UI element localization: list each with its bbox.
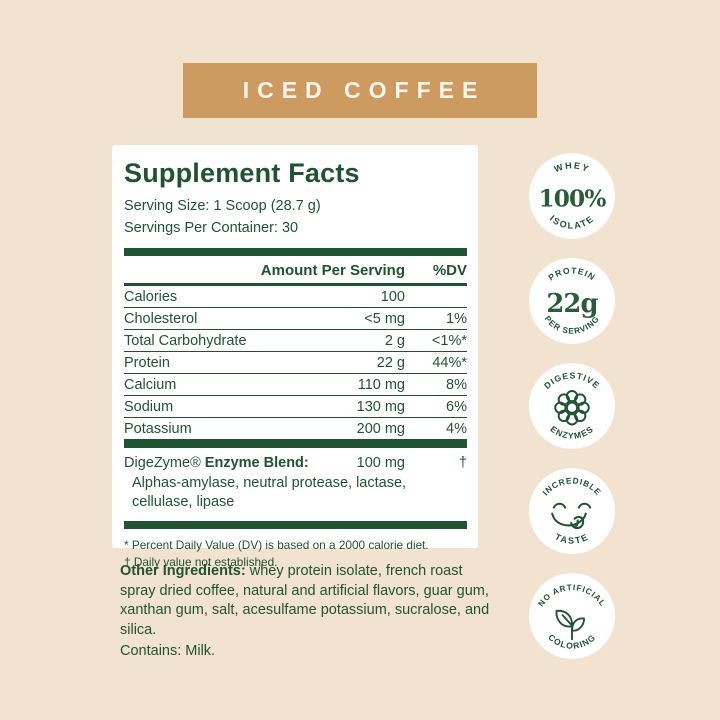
header-rule — [124, 283, 467, 286]
nutrient-dv: <1%* — [431, 333, 467, 349]
badge-top-label: WHEY — [553, 160, 590, 174]
table-row: Total Carbohydrate 2 g <1%* — [124, 330, 467, 352]
flavor-banner: ICED COFFEE — [183, 63, 537, 118]
nutrient-label: Cholesterol — [124, 311, 198, 327]
badge-bottom-label: TASTE — [553, 531, 589, 545]
nutrient-amount: 110 mg — [357, 377, 405, 393]
allergen-statement: Contains: Milk. — [120, 643, 216, 659]
nutrient-label: Calories — [124, 289, 178, 305]
footnote-dv: * Percent Daily Value (DV) is based on a… — [124, 538, 429, 552]
nutrient-amount: 130 mg — [356, 399, 405, 415]
nutrient-amount: 2 g — [384, 333, 405, 349]
nutrient-amount: 200 mg — [356, 421, 405, 437]
blend-name: DigeZyme® Enzyme Blend: — [124, 455, 310, 471]
svg-text:TASTE: TASTE — [553, 531, 590, 545]
nutrient-amount: <5 mg — [364, 311, 405, 327]
footnote-dagger: † Daily value not established. — [124, 555, 278, 569]
table-row: Cholesterol <5 mg 1% — [124, 308, 467, 330]
blend-dv: † — [458, 455, 467, 471]
nutrient-dv: 6% — [446, 399, 467, 415]
supplement-facts-panel: Supplement Facts Serving Size: 1 Scoop (… — [112, 145, 478, 569]
blend-row: DigeZyme® Enzyme Blend: 100 mg † — [124, 448, 467, 471]
nutrient-label: Total Carbohydrate — [124, 333, 247, 349]
amount-header: Amount Per Serving — [260, 262, 405, 279]
table-row: Calcium 110 mg 8% — [124, 374, 467, 396]
nutrient-amount: 100 — [380, 289, 405, 305]
nutrient-label: Potassium — [124, 421, 192, 437]
footnotes: * Percent Daily Value (DV) is based on a… — [124, 537, 467, 571]
nutrient-label: Calcium — [124, 377, 177, 393]
nutrient-label: Protein — [124, 355, 170, 371]
panel-title: Supplement Facts — [124, 158, 360, 188]
blend-trademark: DigeZyme® — [124, 455, 201, 471]
badge-center-value: 100% — [538, 185, 606, 212]
table-row: Calories 100 — [124, 286, 467, 308]
dv-header: %DV — [432, 262, 467, 279]
nutrient-amount: 22 g — [376, 355, 405, 371]
badge-incredible-taste: INCREDIBLE TASTE — [529, 468, 615, 554]
enzyme-flower-icon — [554, 389, 590, 426]
blend-amount: 100 mg — [356, 455, 405, 471]
mid-bar — [124, 440, 467, 448]
badge-no-artificial-coloring: NO ARTIFICIAL COLORING — [529, 573, 615, 659]
serving-size: Serving Size: 1 Scoop (28.7 g) — [124, 198, 321, 214]
badge-digestive-enzymes: DIGESTIVE ENZYMES — [529, 363, 615, 449]
bottom-bar — [124, 521, 467, 529]
badge-whey-isolate: WHEY 100% ISOLATE — [529, 153, 615, 239]
other-ingredients-label: Other Ingredients: — [120, 563, 246, 579]
other-ingredients: Other Ingredients: whey protein isolate,… — [120, 562, 490, 640]
flavor-title: ICED COFFEE — [242, 77, 486, 103]
table-row: Sodium 130 mg 6% — [124, 396, 467, 418]
table-top-bar — [124, 248, 467, 256]
badge-column: WHEY 100% ISOLATE PROTEIN 22g PER SERVIN… — [529, 153, 615, 659]
blend-ingredients: Alphas-amylase, neutral protease, lactas… — [132, 475, 407, 510]
other-ingredients-text: whey protein isolate, french roast spray… — [120, 563, 490, 638]
svg-text:WHEY: WHEY — [553, 160, 592, 174]
nutrient-label: Sodium — [124, 399, 174, 415]
table-header-row: Amount Per Serving %DV — [124, 256, 467, 283]
table-row: Protein 22 g 44%* — [124, 352, 467, 374]
badge-protein-22g: PROTEIN 22g PER SERVING — [529, 258, 615, 344]
nutrient-dv: 8% — [446, 377, 467, 393]
nutrient-dv: 44%* — [432, 355, 467, 371]
servings-per-container: Servings Per Container: 30 — [124, 220, 299, 236]
nutrient-dv: 4% — [446, 421, 467, 437]
plant-sprout-icon — [555, 609, 585, 641]
blend-name-bold: Enzyme Blend: — [204, 455, 309, 471]
tongue-smiley-icon — [551, 502, 592, 530]
badge-center-value: 22g — [546, 289, 598, 319]
nutrient-dv: 1% — [446, 311, 467, 327]
table-row: Potassium 200 mg 4% — [124, 418, 467, 440]
